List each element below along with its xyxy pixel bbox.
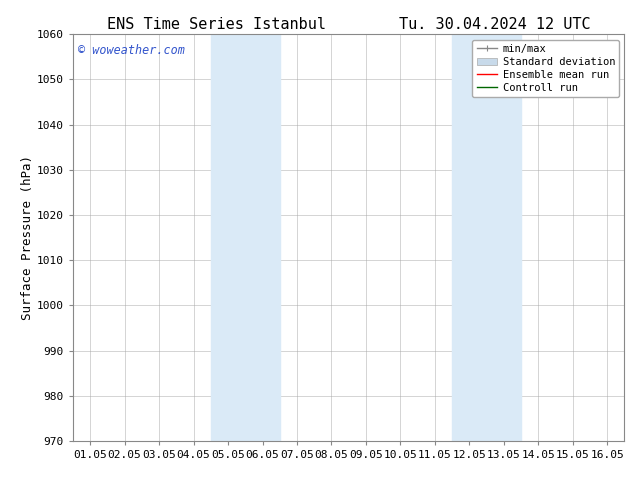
Legend: min/max, Standard deviation, Ensemble mean run, Controll run: min/max, Standard deviation, Ensemble me… bbox=[472, 40, 619, 97]
Y-axis label: Surface Pressure (hPa): Surface Pressure (hPa) bbox=[21, 155, 34, 320]
Title: ENS Time Series Istanbul        Tu. 30.04.2024 12 UTC: ENS Time Series Istanbul Tu. 30.04.2024 … bbox=[107, 17, 590, 32]
Text: © woweather.com: © woweather.com bbox=[79, 45, 185, 57]
Bar bbox=[452, 34, 521, 441]
Bar bbox=[210, 34, 280, 441]
